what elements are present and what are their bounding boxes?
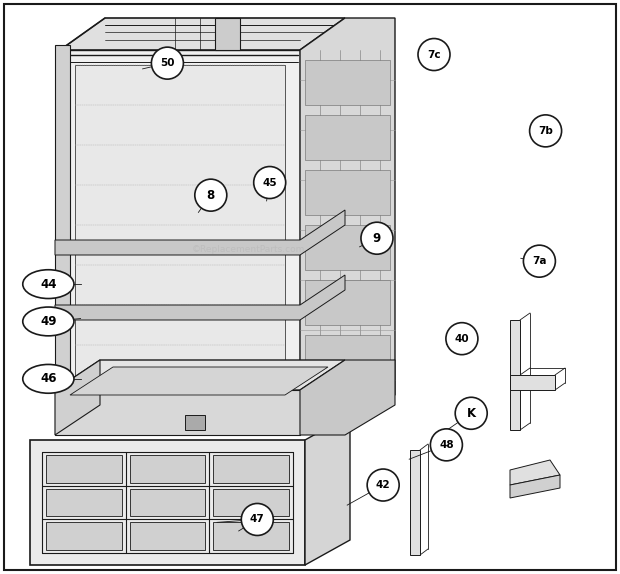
Polygon shape [185, 415, 205, 430]
Polygon shape [60, 18, 345, 50]
Ellipse shape [23, 307, 74, 336]
Polygon shape [305, 280, 390, 325]
Polygon shape [215, 18, 240, 50]
Polygon shape [300, 18, 395, 395]
Polygon shape [305, 225, 390, 270]
Polygon shape [130, 522, 205, 550]
Text: 49: 49 [40, 315, 56, 328]
Polygon shape [46, 488, 122, 517]
Text: 44: 44 [40, 278, 56, 290]
Circle shape [195, 179, 227, 211]
Circle shape [446, 323, 478, 355]
Text: ©ReplacementParts.com: ©ReplacementParts.com [192, 245, 304, 254]
Circle shape [455, 397, 487, 429]
Polygon shape [55, 275, 345, 320]
Text: 40: 40 [454, 333, 469, 344]
Polygon shape [305, 115, 390, 160]
Ellipse shape [23, 270, 74, 298]
Text: 42: 42 [376, 480, 391, 490]
Circle shape [523, 245, 556, 277]
Polygon shape [410, 450, 420, 555]
Polygon shape [30, 440, 305, 565]
Text: K: K [467, 407, 476, 420]
Text: 50: 50 [160, 58, 175, 68]
Polygon shape [213, 455, 289, 483]
Polygon shape [213, 522, 289, 550]
Polygon shape [130, 488, 205, 517]
Text: 47: 47 [250, 514, 265, 525]
Polygon shape [300, 360, 395, 435]
Circle shape [367, 469, 399, 501]
Circle shape [430, 429, 463, 461]
Text: 9: 9 [373, 232, 381, 245]
Polygon shape [305, 170, 390, 215]
Circle shape [241, 503, 273, 536]
Polygon shape [305, 415, 350, 565]
Polygon shape [305, 335, 390, 380]
Text: 46: 46 [40, 373, 56, 385]
Polygon shape [55, 360, 345, 390]
Circle shape [254, 166, 286, 199]
Circle shape [151, 47, 184, 79]
Text: 8: 8 [206, 189, 215, 201]
Text: 45: 45 [262, 177, 277, 188]
Text: 7c: 7c [427, 49, 441, 60]
Polygon shape [46, 522, 122, 550]
Polygon shape [46, 455, 122, 483]
Polygon shape [130, 455, 205, 483]
Text: 7a: 7a [532, 256, 547, 266]
Circle shape [529, 115, 562, 147]
Text: 48: 48 [439, 440, 454, 450]
Polygon shape [305, 60, 390, 105]
Text: 7b: 7b [538, 126, 553, 136]
Polygon shape [55, 360, 100, 435]
Polygon shape [60, 50, 300, 390]
Polygon shape [70, 367, 328, 395]
Polygon shape [510, 475, 560, 498]
Polygon shape [213, 488, 289, 517]
Polygon shape [510, 320, 520, 430]
Circle shape [361, 222, 393, 254]
Polygon shape [75, 65, 285, 375]
Polygon shape [55, 45, 70, 395]
Polygon shape [510, 375, 555, 390]
Polygon shape [55, 210, 345, 255]
Polygon shape [510, 460, 560, 485]
Ellipse shape [23, 364, 74, 393]
Polygon shape [55, 390, 300, 435]
Circle shape [418, 38, 450, 71]
